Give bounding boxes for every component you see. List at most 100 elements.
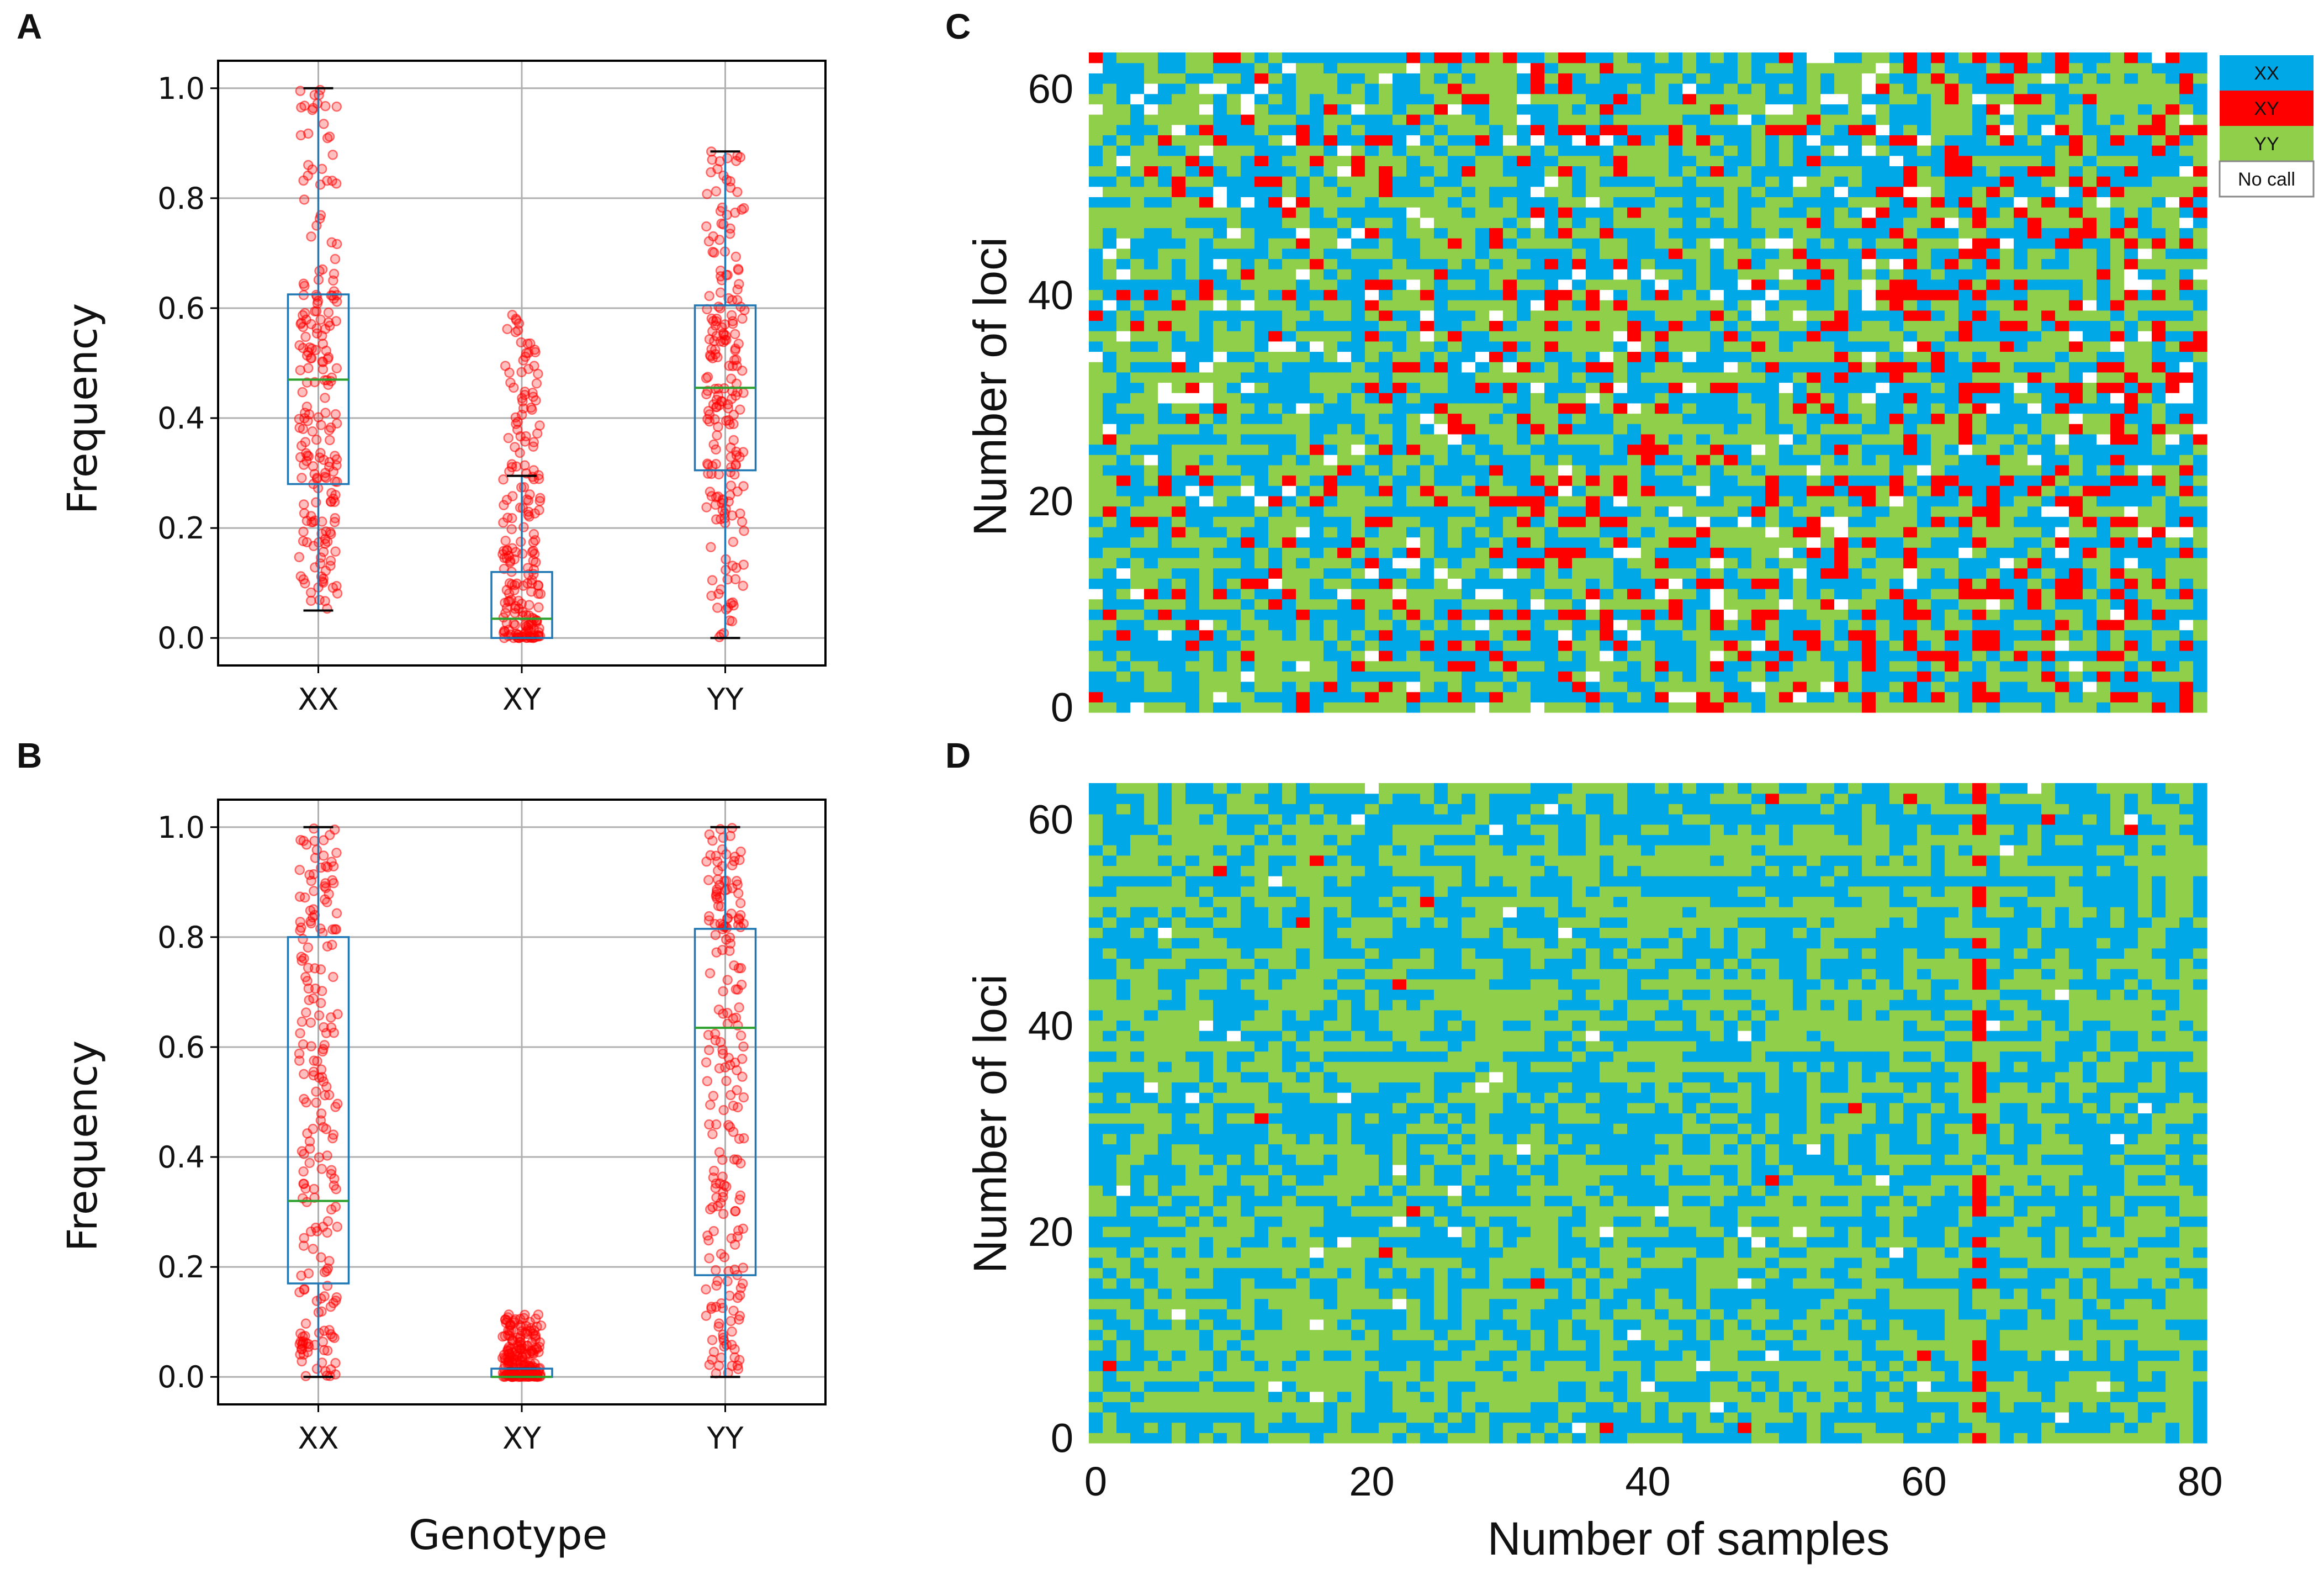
heatmap-cell [1613, 341, 1628, 352]
heatmap-cell [1324, 681, 1338, 693]
heatmap-cell [1089, 393, 1103, 404]
heatmap-cell [1834, 495, 1849, 507]
heatmap-cell [1986, 537, 2000, 548]
heatmap-cell [2027, 630, 2042, 641]
heatmap-cell [1503, 671, 1517, 682]
heatmap-cell [1365, 588, 1379, 600]
heatmap-cell [1448, 671, 1462, 682]
heatmap-cell [2110, 537, 2125, 548]
data-point [518, 522, 529, 532]
heatmap-cell [2055, 372, 2069, 383]
heatmap-cell [1227, 671, 1241, 682]
heatmap-cell [1475, 506, 1490, 517]
heatmap-cell [1351, 495, 1365, 507]
heatmap-cell [2055, 702, 2069, 713]
heatmap-cell [1641, 609, 1655, 620]
heatmap-cell [1254, 413, 1269, 424]
heatmap-cell [2027, 681, 2042, 693]
data-point [507, 491, 518, 501]
data-point [310, 345, 321, 356]
heatmap-cell [1710, 640, 1724, 651]
heatmap-cell [1738, 630, 1752, 641]
heatmap-cell [1834, 599, 1849, 610]
heatmap-cell [1558, 300, 1573, 311]
heatmap-cell [1379, 681, 1393, 693]
heatmap-cell [1296, 403, 1310, 414]
heatmap-cell [1986, 650, 2000, 662]
heatmap-cell [1144, 506, 1158, 517]
heatmap-cell [1089, 310, 1103, 321]
heatmap-cell [1172, 279, 1186, 290]
heatmap-cell [1337, 691, 1352, 702]
heatmap-cell [1655, 444, 1669, 455]
heatmap-cell [2193, 300, 2207, 311]
data-point [722, 209, 732, 220]
heatmap-cell [2041, 609, 2056, 620]
heatmap-cell [2138, 248, 2152, 260]
heatmap-cell [1765, 341, 1780, 352]
heatmap-cell [1116, 619, 1131, 631]
heatmap-cell [1627, 372, 1642, 383]
heatmap-cell [1489, 599, 1504, 610]
heatmap-cell [1613, 526, 1628, 538]
data-point [728, 1306, 739, 1316]
data-point [316, 529, 327, 539]
heatmap-cell [1655, 588, 1669, 600]
heatmap-cell [2166, 568, 2180, 579]
heatmap-cell [1199, 495, 1214, 507]
heatmap-cell [1213, 310, 1227, 321]
heatmap-cell [1185, 640, 1200, 651]
heatmap-cell [1296, 300, 1310, 311]
heatmap-cell [1558, 506, 1573, 517]
heatmap-cell [1682, 258, 1697, 270]
data-point [304, 995, 314, 1006]
heatmap-cell [1158, 289, 1172, 300]
heatmap-cell [1655, 495, 1669, 507]
heatmap-cell [1310, 403, 1324, 414]
heatmap-cell [2055, 557, 2069, 569]
heatmap-cell [1600, 506, 1614, 517]
heatmap-cell [1199, 279, 1214, 290]
heatmap-cell [1116, 362, 1131, 373]
heatmap-cell [1310, 557, 1324, 569]
heatmap-cell [1213, 495, 1227, 507]
heatmap-cell [1172, 351, 1186, 362]
heatmap-cell [1517, 702, 1531, 713]
heatmap-cell [2027, 660, 2042, 672]
heatmap-cell [1310, 650, 1324, 662]
heatmap-cell [1945, 341, 1959, 352]
heatmap-cell [1903, 671, 1918, 682]
heatmap-cell [1903, 495, 1918, 507]
heatmap-cell [1144, 495, 1158, 507]
heatmap-cell [1986, 289, 2000, 300]
heatmap-cell [1282, 289, 1296, 300]
heatmap-cell [2166, 485, 2180, 496]
heatmap-cell [2055, 568, 2069, 579]
heatmap-cell [1213, 258, 1227, 270]
heatmap-cell [1820, 619, 1835, 631]
heatmap-cell [1324, 475, 1338, 486]
heatmap-cell [1779, 248, 1793, 260]
heatmap-cell [2152, 516, 2166, 527]
data-point [735, 898, 746, 908]
heatmap-cell [1241, 619, 1255, 631]
heatmap-cell [1876, 671, 1890, 682]
heatmap-cell [1627, 681, 1642, 693]
heatmap-cell [1600, 568, 1614, 579]
heatmap-cell [1324, 455, 1338, 466]
heatmap-cell [1917, 588, 1931, 600]
heatmap-cell [2014, 630, 2028, 641]
data-point [730, 251, 742, 262]
heatmap-cell [1641, 258, 1655, 270]
heatmap-cell [1475, 403, 1490, 414]
heatmap-cell [1862, 403, 1876, 414]
heatmap-cell [2193, 320, 2207, 331]
heatmap-cell [1613, 702, 1628, 713]
heatmap-cell [2110, 320, 2125, 331]
heatmap-cell [1586, 526, 1600, 538]
heatmap-cell [1558, 650, 1573, 662]
heatmap-cell [1834, 434, 1849, 445]
data-point [727, 1326, 737, 1337]
heatmap-cell [2014, 362, 2028, 373]
heatmap-cell [2179, 495, 2194, 507]
